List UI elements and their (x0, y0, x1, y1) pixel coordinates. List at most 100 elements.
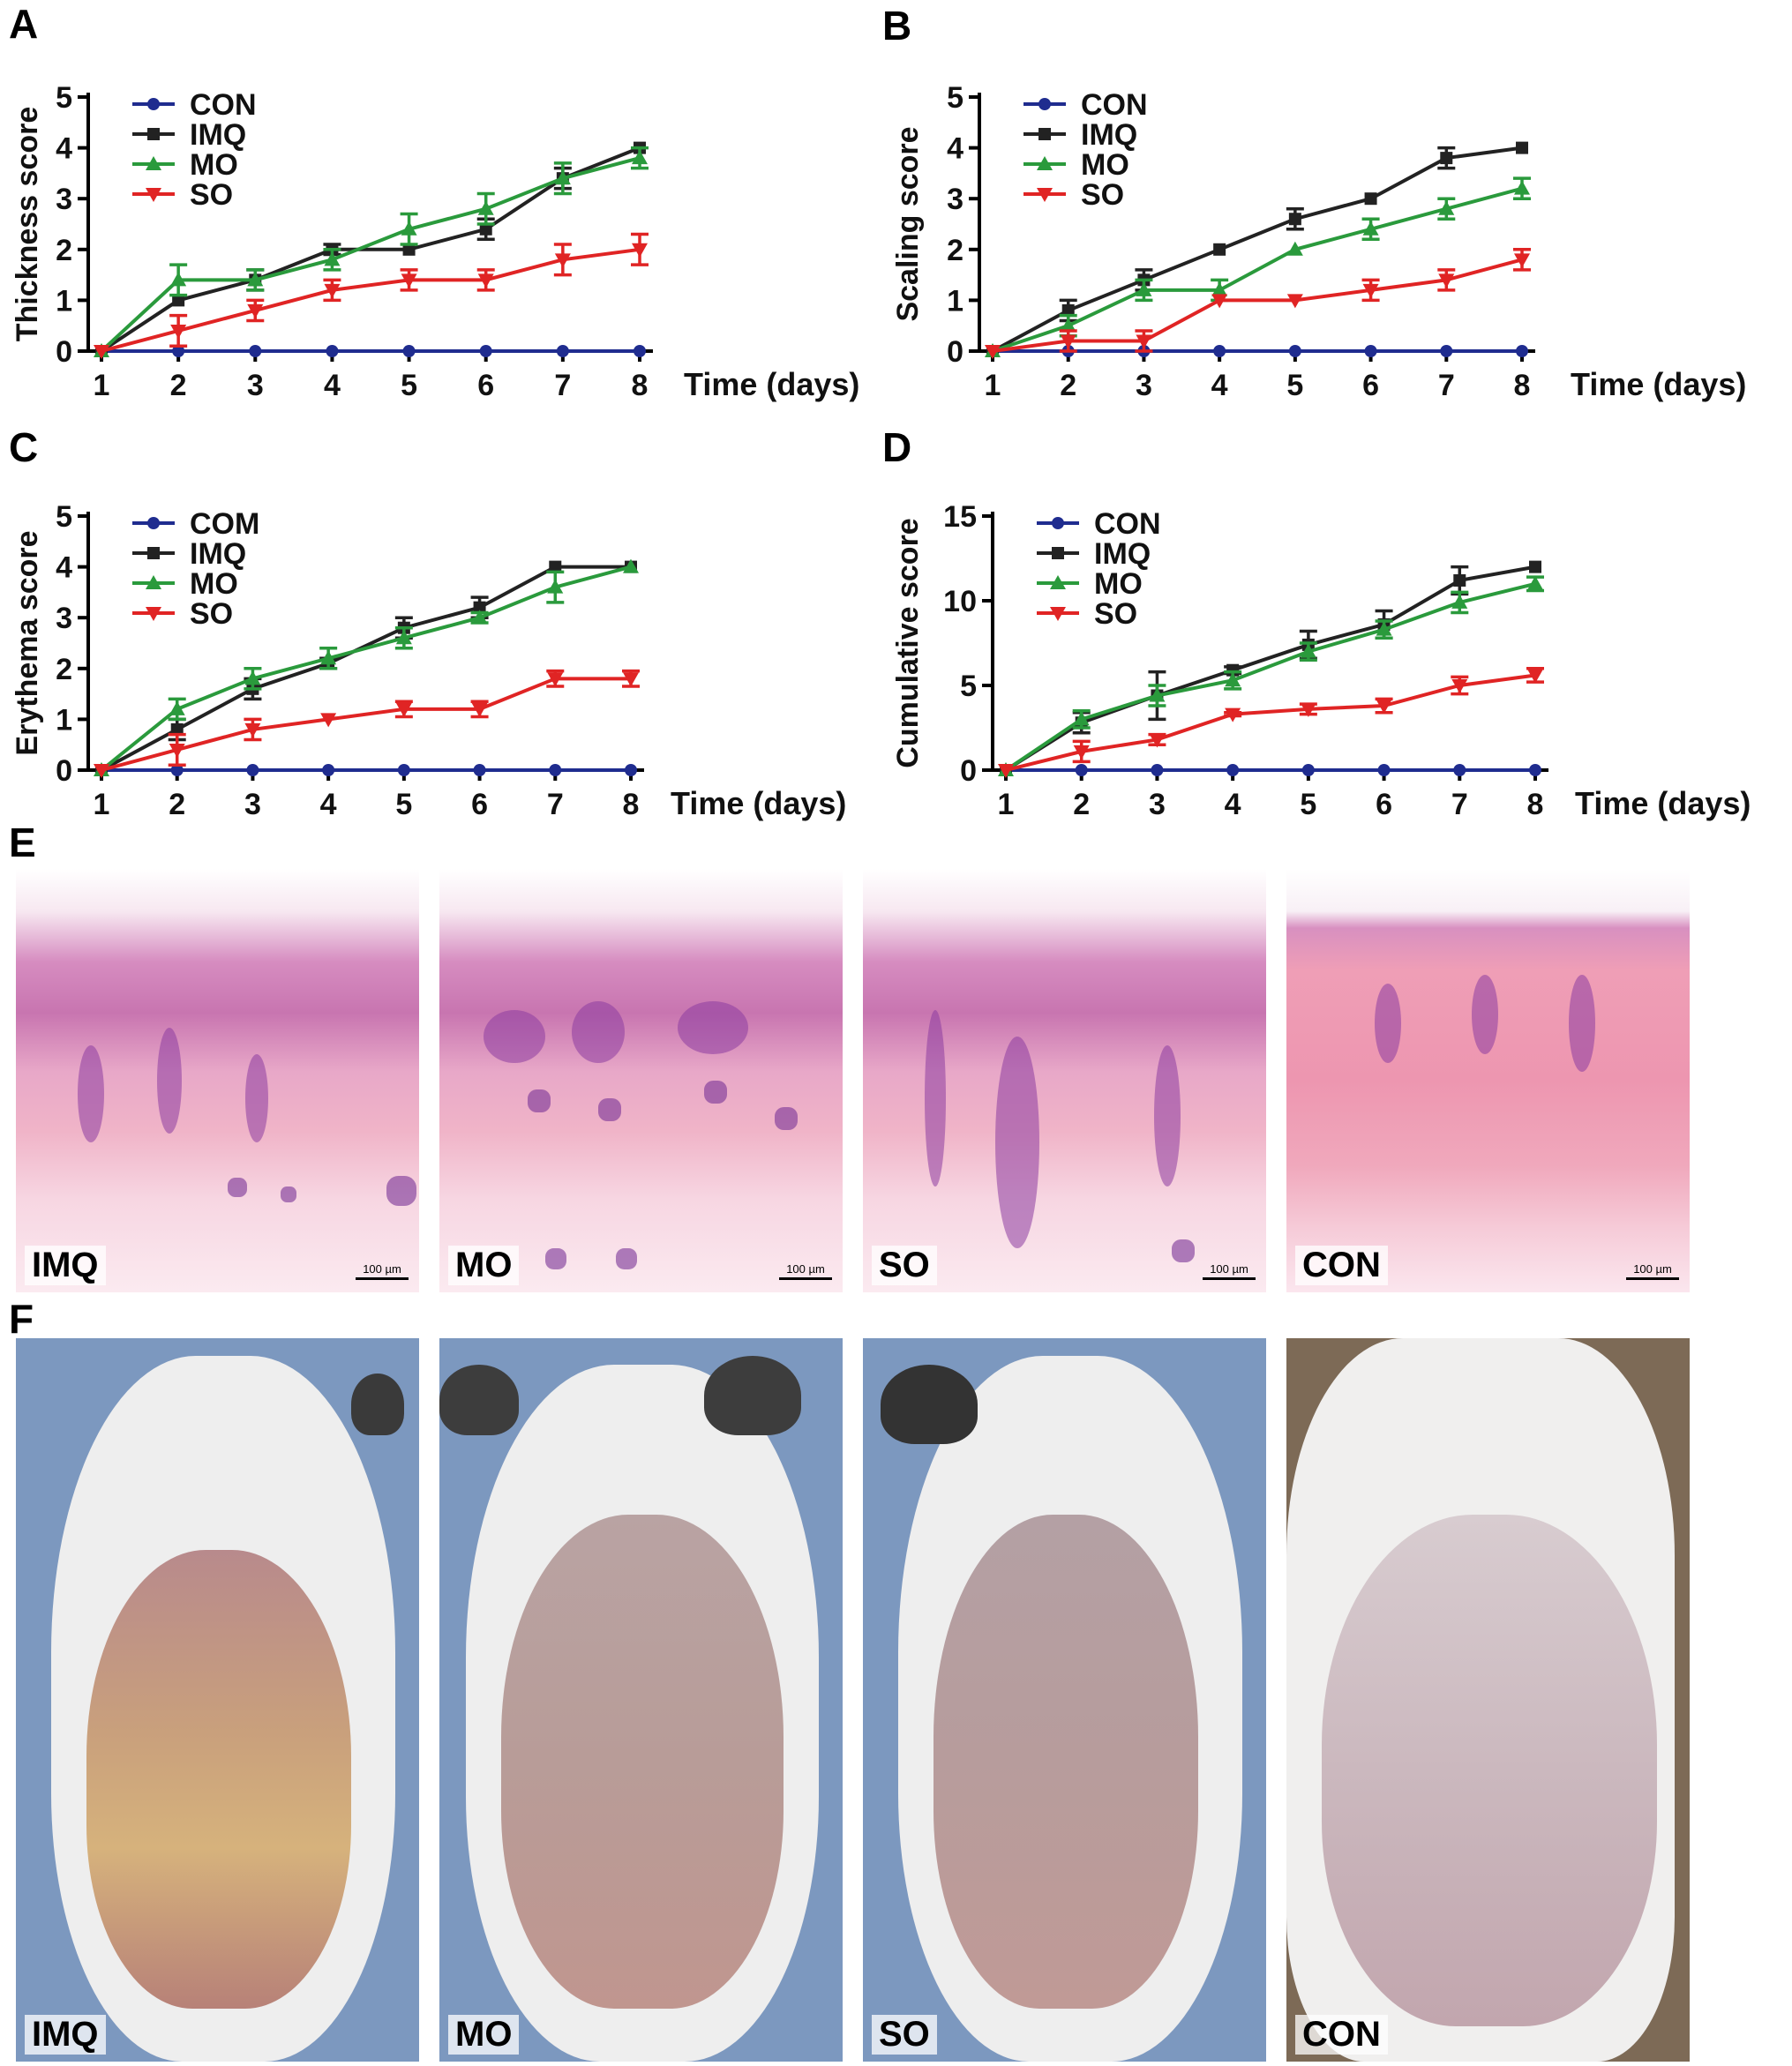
series-line-mo (1004, 581, 1536, 772)
data-point-mo (1136, 281, 1152, 296)
histology-image-con: CON 100 µm (1286, 869, 1690, 1292)
data-point-mo (247, 272, 264, 287)
data-point-con (1301, 764, 1315, 776)
data-point-so (1211, 294, 1228, 309)
y-tick-label: 4 (56, 551, 72, 585)
series-line-mo (992, 186, 1523, 353)
panel-letter-f: F (9, 1296, 34, 1342)
data-point-mo (1376, 621, 1392, 636)
data-point-imq (172, 294, 185, 307)
photo-label-con: CON (1295, 2015, 1388, 2055)
series-line-mo (100, 156, 641, 353)
y-tick-label: 3 (56, 183, 72, 216)
data-point-con (249, 345, 262, 357)
legend-label: SO (1094, 597, 1137, 631)
data-point-con (1226, 764, 1240, 776)
mouse-photo-con: CON (1286, 1338, 1690, 2062)
data-point-mo (401, 221, 417, 236)
legend-marker (147, 128, 160, 140)
data-point-con (1529, 764, 1541, 776)
data-point-so (1136, 334, 1152, 349)
y-axis-title: Scaling score (891, 126, 925, 321)
photo-label-so: SO (872, 2015, 937, 2055)
data-point-com (170, 764, 184, 776)
scale-bar: 100 µm (1626, 1262, 1679, 1280)
legend-label: IMQ (1094, 537, 1151, 571)
y-tick-label: 1 (947, 284, 963, 318)
data-point-so (1300, 702, 1316, 717)
data-point-com (246, 764, 259, 776)
data-point-com (625, 764, 637, 776)
panel-letter-b: B (882, 3, 912, 49)
legend-label: CON (1081, 88, 1148, 122)
data-point-con (556, 345, 569, 357)
data-point-so (477, 273, 494, 288)
histology-image-mo: MO 100 µm (439, 869, 843, 1292)
data-point-so (1225, 707, 1241, 722)
y-axis-title: Erythema score (11, 530, 44, 755)
data-point-so (1149, 733, 1166, 748)
x-tick-label: 4 (320, 788, 337, 821)
legend-marker (1052, 517, 1064, 529)
series-line-so (101, 247, 641, 353)
data-point-imq (549, 560, 562, 573)
data-point-so (1527, 669, 1543, 684)
x-tick-label: 6 (471, 788, 488, 821)
data-point-so (170, 324, 187, 339)
x-tick-label: 4 (1211, 369, 1228, 402)
x-tick-label: 2 (169, 788, 185, 821)
histology-label-mo: MO (448, 1246, 520, 1285)
legend-marker (146, 188, 161, 202)
x-tick-label: 5 (401, 369, 417, 402)
data-point-mo (169, 700, 185, 715)
scale-bar: 100 µm (1203, 1262, 1256, 1280)
y-tick-label: 5 (960, 670, 977, 703)
y-tick-label: 0 (56, 754, 72, 788)
data-point-imq (1061, 303, 1075, 317)
mouse-photo-imq: IMQ (16, 1338, 419, 2062)
series-line-so (992, 258, 1523, 353)
panel-letter-c: C (9, 424, 39, 470)
data-point-so (324, 283, 341, 298)
legend-marker (146, 607, 161, 621)
legend-marker (147, 517, 160, 529)
data-point-con (402, 345, 416, 357)
data-point-mo (1362, 221, 1379, 236)
data-point-mo (1211, 281, 1228, 296)
legend-label: IMQ (190, 537, 246, 571)
data-point-mo (632, 150, 648, 165)
x-tick-label: 3 (1136, 369, 1152, 402)
data-point-so (247, 303, 264, 318)
series-line-imq (992, 146, 1523, 353)
y-tick-label: 1 (56, 703, 72, 737)
y-tick-label: 5 (56, 500, 72, 534)
histology-label-imq: IMQ (25, 1246, 106, 1285)
legend-label: COM (190, 507, 259, 541)
legend-label: CON (1094, 507, 1161, 541)
data-point-mo (1060, 318, 1076, 333)
cumulative-score-chart: 0 5 10 15 1 2 3 4 5 6 7 8 Time (days) Cumulative scor… (891, 500, 1751, 821)
mouse-photo-mo: MO (439, 1338, 843, 2062)
x-tick-label: 7 (554, 369, 571, 402)
data-point-so (1362, 283, 1379, 298)
data-point-so (1286, 294, 1303, 309)
mouse-photo-so: SO (863, 1338, 1266, 2062)
y-axis-title: Thickness score (11, 107, 44, 341)
data-point-so (94, 764, 109, 778)
y-tick-label: 2 (947, 234, 963, 267)
legend-label: SO (190, 178, 233, 212)
data-point-imq (1213, 243, 1226, 256)
data-point-com (473, 764, 486, 776)
x-tick-label: 7 (547, 788, 564, 821)
legend-marker (1050, 607, 1066, 621)
data-point-con (1213, 345, 1226, 357)
y-tick-label: 4 (947, 132, 963, 166)
histology-label-con: CON (1295, 1246, 1388, 1285)
data-point-so (547, 672, 564, 687)
legend-label: MO (190, 567, 238, 601)
panel-letter-d: D (882, 424, 912, 470)
x-tick-label: 7 (1451, 788, 1468, 821)
data-point-con (634, 345, 646, 357)
